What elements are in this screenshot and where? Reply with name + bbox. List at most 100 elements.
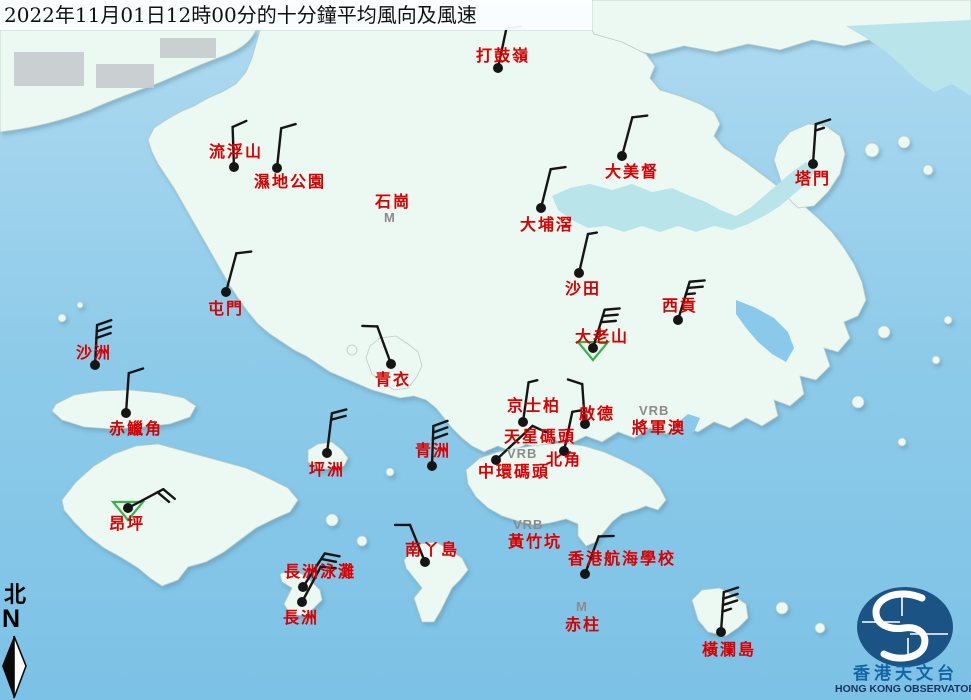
- station-cheung-chau-beach: [298, 552, 341, 592]
- wind-barb-line: [323, 552, 341, 558]
- wind-barb-line: [521, 381, 530, 424]
- station-dot: [588, 343, 598, 353]
- wind-barb-line: [814, 126, 826, 132]
- wind-barb-line: [224, 252, 238, 294]
- station-peng-chau: [322, 408, 348, 458]
- wind-barb-line: [320, 557, 338, 563]
- station-dot: [673, 315, 683, 325]
- triangle-marker: [575, 340, 611, 362]
- station-tap-mun: [808, 118, 832, 169]
- urban-patches: [14, 38, 216, 88]
- wind-barb-line: [95, 331, 112, 340]
- wind-barb-line: [361, 324, 379, 328]
- station-hk-sea-school: [580, 534, 615, 579]
- wind-barb-line: [631, 114, 649, 119]
- compass-label-cn: 北: [4, 582, 27, 608]
- station-central-pier: [491, 424, 548, 465]
- wind-barb-line: [156, 491, 171, 504]
- station-ngong-ping: [110, 488, 177, 522]
- wind-barb-line: [688, 279, 706, 283]
- station-dot: [297, 597, 307, 607]
- hko-logo-name-en: HONG KONG OBSERVATORY: [835, 683, 971, 695]
- station-dot: [808, 159, 818, 169]
- wind-barb-line: [124, 371, 130, 415]
- wind-barb-line: [231, 119, 248, 129]
- station-dot: [123, 503, 133, 513]
- land-layer: [0, 0, 971, 637]
- water-overlays: [552, 20, 971, 444]
- wind-barb-line: [586, 231, 599, 236]
- station-dot: [272, 163, 282, 173]
- station-kai-tak: [566, 378, 590, 429]
- station-dot: [536, 203, 546, 213]
- station-kings-park: [518, 379, 539, 427]
- station-dot: [580, 419, 590, 429]
- compass-label-en: N: [2, 605, 21, 633]
- wind-barb-line: [496, 27, 508, 70]
- station-dot: [493, 63, 503, 73]
- wind-barb-line: [95, 325, 113, 333]
- hko-logo-icon: [857, 587, 953, 667]
- wind-barb-line: [494, 424, 534, 462]
- station-dot: [518, 417, 528, 427]
- wind-barb-line: [235, 250, 253, 255]
- station-dot: [420, 557, 430, 567]
- station-dot: [574, 268, 584, 278]
- wind-barb-line: [408, 523, 427, 564]
- station-dot: [580, 569, 590, 579]
- wind-barb-line: [581, 382, 587, 426]
- map-title: 2022年11月01日12時00分的十分鐘平均風向及風速: [0, 0, 592, 30]
- wind-barb-line: [721, 607, 733, 613]
- north-arrow: [2, 635, 27, 699]
- wind-barb-line: [279, 122, 297, 130]
- wind-barb-line: [527, 379, 539, 384]
- starling-inlet: [846, 20, 971, 96]
- wind-barb-line: [275, 127, 283, 170]
- wind-barb-line: [571, 409, 583, 414]
- wind-barb-line: [566, 378, 584, 386]
- wind-barb-line: [231, 125, 236, 169]
- wind-barb-line: [319, 565, 337, 570]
- land-lantau: [61, 443, 299, 587]
- station-green-island: [427, 419, 449, 471]
- station-tuen-mun: [221, 250, 253, 297]
- wind-barb-line: [684, 292, 697, 296]
- station-cheung-chau: [297, 565, 337, 607]
- wind-barb-line: [127, 367, 145, 375]
- station-dot: [221, 287, 231, 297]
- wind-barb-line: [722, 586, 740, 594]
- station-tai-mei-tuk: [617, 114, 649, 161]
- small-islands: [57, 135, 953, 634]
- junk-bay: [668, 414, 700, 444]
- wind-barb-line: [162, 488, 177, 501]
- station-lau-fau-shan: [229, 119, 248, 172]
- station-dot: [617, 151, 627, 161]
- port-shelter: [736, 300, 794, 362]
- wind-barb-line: [814, 118, 832, 126]
- station-dot: [298, 582, 308, 592]
- station-sha-tin: [574, 231, 599, 278]
- station-dot: [229, 162, 239, 172]
- stations-layer: [90, 25, 832, 637]
- wind-barb-line: [549, 165, 567, 171]
- hko-logo-name-cn: 香港天文台: [853, 664, 958, 684]
- station-sai-kung: [673, 279, 706, 325]
- station-sha-chau: [90, 318, 113, 370]
- tolo-harbour: [552, 162, 816, 232]
- station-waglan-island: [716, 586, 740, 637]
- station-dot: [386, 359, 396, 369]
- wind-barb-line: [620, 116, 634, 158]
- wind-barb-line: [329, 414, 347, 421]
- wind-barb-line: [722, 592, 739, 600]
- wind-barb-line: [431, 426, 449, 434]
- station-dot: [559, 446, 569, 456]
- station-dot: [427, 461, 437, 471]
- station-dot: [716, 627, 726, 637]
- station-dot: [90, 360, 100, 370]
- wind-barb-line: [721, 599, 739, 607]
- wind-barb-line: [597, 534, 615, 538]
- wind-barb-line: [531, 424, 548, 434]
- triangle-marker: [110, 500, 146, 522]
- station-north-point: [559, 409, 583, 456]
